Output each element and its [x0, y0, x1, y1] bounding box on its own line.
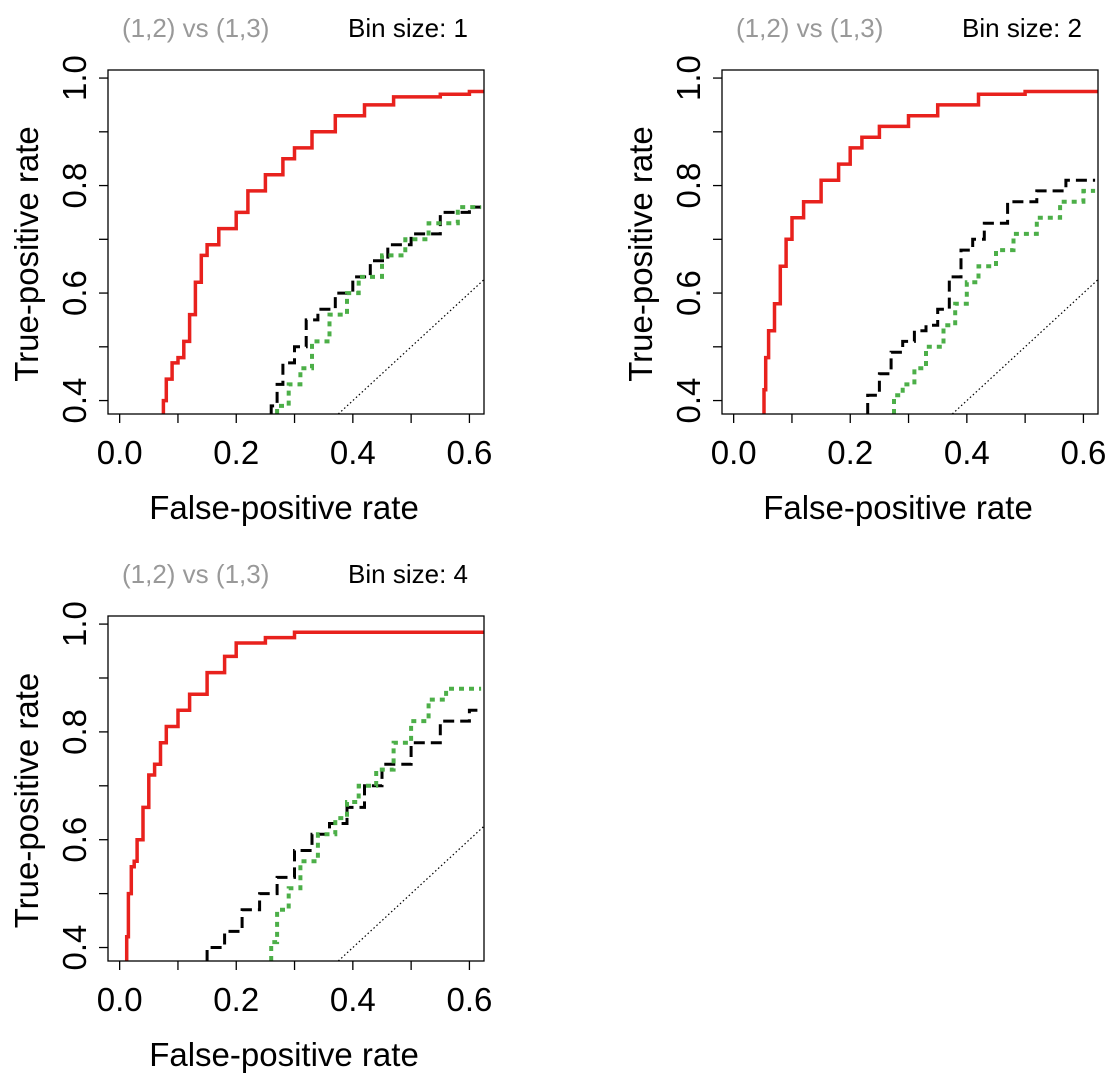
panel-title-bin-size: Bin size: 1: [348, 13, 468, 43]
x-tick-label: 0.4: [330, 434, 376, 471]
x-tick-label: 0.6: [446, 434, 492, 471]
series-dashed-black: [205, 708, 482, 961]
plot-frame: [107, 615, 485, 962]
series-solid-red: [161, 89, 484, 414]
y-tick-label: 0.6: [56, 270, 93, 316]
y-tick-label: 0.4: [56, 925, 93, 971]
y-axis-title: True-positive rate: [8, 126, 45, 382]
y-tick-label: 0.8: [56, 709, 93, 755]
y-tick-label: 0.4: [56, 378, 93, 424]
x-tick-label: 0.6: [446, 981, 492, 1018]
series-group: [124, 630, 484, 961]
y-axis-title: True-positive rate: [622, 126, 659, 382]
series-dotted-green: [892, 188, 1096, 414]
y-tick-label: 0.8: [56, 163, 93, 209]
y-tick-label: 0.8: [670, 163, 707, 209]
series-dotted-green: [275, 205, 482, 414]
x-axis-title: False-positive rate: [149, 489, 419, 526]
x-tick-label: 0.0: [97, 434, 143, 471]
x-axis-title: False-positive rate: [763, 489, 1033, 526]
panel-title-bin-size: Bin size: 4: [348, 559, 468, 589]
series-dashed-black: [866, 178, 1096, 414]
roc-panel-1: 0.0 0.2 0.4 0.6 0.4 0.6 0.8 1.0 False-positive r…: [8, 13, 492, 526]
x-tick-label: 0.2: [213, 981, 259, 1018]
series-thin-dotted-diagonal: [337, 279, 484, 414]
x-tick-label: 0.6: [1060, 434, 1106, 471]
x-axis-title: False-positive rate: [149, 1036, 419, 1073]
roc-panel-3: 0.0 0.2 0.4 0.6 0.4 0.6 0.8 1.0 False-positive r…: [8, 559, 492, 1073]
x-tick-label: 0.0: [97, 981, 143, 1018]
series-thin-dotted-diagonal: [951, 279, 1098, 414]
series-solid-red: [762, 89, 1098, 414]
series-solid-red: [124, 630, 484, 961]
roc-panel-2: 0.0 0.2 0.4 0.6 0.4 0.6 0.8 1.0 False-positive r…: [622, 13, 1106, 526]
panel-title-comparison: (1,2) vs (1,3): [736, 13, 883, 43]
series-group: [762, 89, 1098, 414]
x-tick-label: 0.0: [711, 434, 757, 471]
y-tick-label: 1.0: [56, 601, 93, 647]
series-group: [161, 89, 484, 414]
panel-title-comparison: (1,2) vs (1,3): [122, 13, 269, 43]
panel-title-bin-size: Bin size: 2: [962, 13, 1082, 43]
x-tick-label: 0.2: [827, 434, 873, 471]
x-tick-label: 0.4: [944, 434, 990, 471]
y-tick-label: 0.6: [56, 817, 93, 863]
series-dashed-black: [269, 205, 482, 414]
x-tick-label: 0.2: [213, 434, 259, 471]
plot-frame: [107, 69, 485, 415]
panel-title-comparison: (1,2) vs (1,3): [122, 559, 269, 589]
series-thin-dotted-diagonal: [337, 825, 484, 961]
plot-frame: [721, 69, 1099, 415]
y-axis-title: True-positive rate: [8, 673, 45, 929]
series-dotted-green: [269, 686, 482, 961]
y-tick-label: 0.4: [670, 378, 707, 424]
x-tick-label: 0.4: [330, 981, 376, 1018]
y-tick-label: 0.6: [670, 270, 707, 316]
y-tick-label: 1.0: [670, 55, 707, 101]
y-tick-label: 1.0: [56, 55, 93, 101]
